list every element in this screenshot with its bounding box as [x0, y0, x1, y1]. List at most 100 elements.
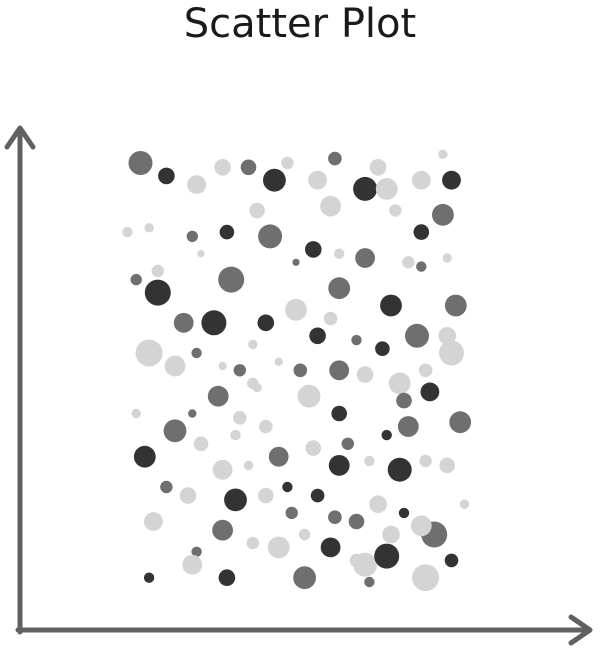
scatter-point-116 [444, 553, 459, 568]
scatter-point-7 [308, 170, 327, 190]
scatter-point-18 [432, 203, 454, 226]
scatter-point-0 [128, 151, 153, 175]
scatter-point-110 [246, 536, 259, 550]
scatter-point-117 [182, 554, 203, 575]
scatter-point-87 [328, 455, 350, 476]
scatter-point-108 [191, 546, 202, 557]
chart-title: Scatter Plot [183, 1, 417, 47]
scatter-point-58 [329, 360, 350, 381]
scatter-point-52 [191, 347, 202, 359]
scatter-point-121 [364, 576, 375, 588]
scatter-point-21 [144, 223, 154, 233]
scatter-point-19 [413, 224, 430, 240]
scatter-point-72 [131, 408, 141, 419]
scatter-point-122 [412, 564, 440, 592]
scatter-point-2 [187, 175, 207, 195]
scatter-point-33 [151, 264, 164, 278]
scatter-point-111 [267, 536, 290, 559]
scatter-point-92 [160, 480, 173, 494]
scatter-point-66 [252, 382, 262, 393]
scatter-point-23 [219, 224, 235, 240]
scatter-point-54 [233, 364, 246, 377]
scatter-point-55 [248, 339, 258, 350]
scatter-point-94 [224, 488, 247, 512]
scatter-point-69 [396, 392, 412, 409]
scatter-point-79 [268, 446, 289, 467]
scatter-point-50 [135, 339, 163, 367]
scatter-point-17 [389, 204, 402, 217]
scatter-point-9 [353, 176, 378, 201]
scatter-point-11 [375, 178, 398, 200]
scatter-point-98 [310, 488, 325, 503]
scatter-point-73 [163, 419, 187, 443]
scatter-point-65 [233, 411, 247, 425]
scatter-point-93 [179, 487, 197, 504]
scatter-point-56 [274, 357, 283, 366]
scatter-point-29 [416, 261, 427, 272]
scatter-point-59 [356, 366, 374, 383]
scatter-point-4 [240, 159, 257, 176]
scatter-point-61 [418, 363, 433, 378]
scatter-point-42 [257, 314, 275, 332]
scatter-point-24 [258, 224, 283, 249]
scatter-point-62 [439, 340, 464, 366]
scatter-point-51 [164, 355, 186, 377]
scatter-point-99 [328, 510, 342, 524]
scatter-point-30 [442, 253, 452, 263]
scatter-point-100 [348, 513, 365, 530]
scatter-point-1 [158, 167, 175, 185]
scatter-point-45 [309, 327, 326, 345]
scatter-point-43 [285, 298, 307, 321]
scatter-point-36 [218, 266, 245, 293]
scatter-point-76 [193, 436, 209, 452]
scatter-point-13 [442, 170, 461, 190]
scatter-point-60 [388, 372, 411, 395]
scatter-point-47 [375, 341, 390, 357]
scatter-point-75 [133, 445, 156, 468]
scatter-point-78 [259, 419, 273, 434]
scatter-point-107 [144, 512, 163, 531]
scatter-point-12 [411, 170, 431, 190]
scatter-point-41 [201, 310, 227, 336]
scatter-point-85 [387, 457, 412, 482]
scatter-point-102 [382, 525, 400, 544]
scatter-point-96 [285, 506, 298, 520]
scatter-point-71 [449, 411, 472, 434]
scatter-point-82 [341, 437, 354, 450]
scatter-point-14 [438, 149, 448, 159]
scatter-point-37 [328, 277, 351, 300]
scatter-point-112 [320, 537, 341, 558]
scatter-point-120 [293, 566, 316, 590]
scatter-point-15 [249, 202, 265, 219]
scatter-point-40 [173, 312, 194, 333]
scatter-point-95 [258, 487, 274, 504]
scatter-point-101 [369, 495, 387, 513]
scatter-point-26 [334, 248, 345, 259]
scatter-point-88 [419, 454, 432, 468]
scatter-point-118 [143, 572, 155, 583]
scatter-point-22 [186, 230, 198, 243]
scatter-point-28 [402, 256, 415, 269]
x-axis [15, 614, 593, 646]
scatter-point-106 [410, 515, 432, 537]
scatter-point-34 [130, 273, 142, 286]
y-axis [4, 125, 36, 635]
scatter-point-77 [230, 429, 241, 441]
scatter-point-91 [212, 459, 233, 480]
scatter-point-38 [380, 294, 402, 317]
scatter-point-81 [305, 440, 322, 456]
scatter-point-39 [444, 294, 467, 317]
scatter-point-84 [381, 429, 392, 441]
scatter-point-103 [398, 507, 410, 519]
scatter-point-46 [351, 334, 362, 346]
scatter-point-70 [420, 382, 440, 402]
scatter-point-25 [305, 241, 322, 258]
scatter-point-105 [459, 499, 470, 509]
scatter-point-64 [207, 385, 229, 407]
scatter-point-115 [374, 543, 400, 569]
scatter-point-83 [364, 455, 375, 467]
scatter-point-97 [298, 528, 311, 541]
scatter-point-20 [122, 226, 133, 238]
scatter-point-68 [331, 405, 348, 422]
